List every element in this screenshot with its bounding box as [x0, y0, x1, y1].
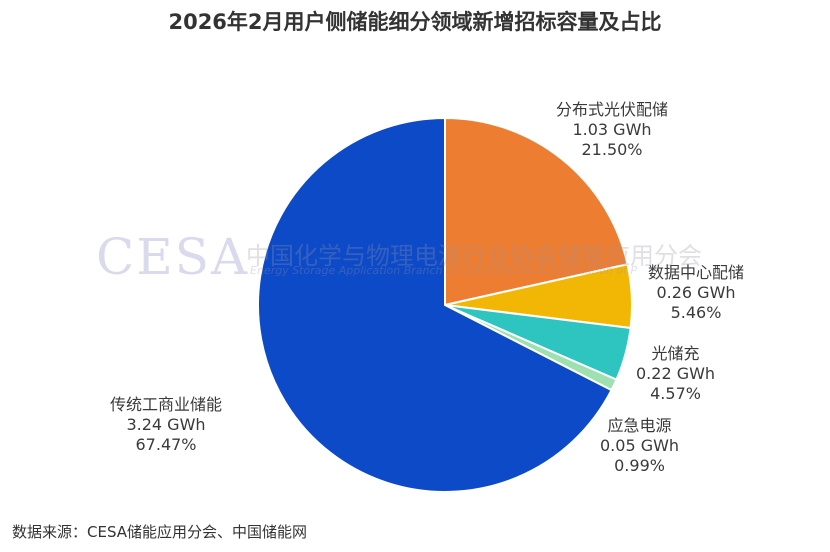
label-slice-2: 数据中心配储 0.26 GWh 5.46% [648, 263, 744, 323]
label-value: 0.22 GWh [636, 364, 716, 383]
data-source: 数据来源：CESA储能应用分会、中国储能网 [12, 523, 308, 541]
label-percent: 67.47% [135, 435, 197, 454]
label-name: 应急电源 [607, 416, 672, 435]
label-slice-1: 分布式光伏配储 1.03 GWh 21.50% [556, 100, 668, 160]
pie-slice-5 [256, 116, 613, 493]
label-percent: 4.57% [650, 384, 701, 403]
label-value: 1.03 GWh [572, 120, 652, 139]
label-value: 0.26 GWh [656, 283, 736, 302]
label-name: 光储充 [651, 344, 700, 363]
watermark-logo: CESA [96, 228, 250, 286]
label-name: 传统工商业储能 [110, 395, 223, 414]
label-slice-3: 光储充 0.22 GWh 4.57% [636, 344, 715, 404]
watermark-text-cn: 中国化学与物理电源行业协会储能应用分会 [246, 242, 702, 270]
label-percent: 0.99% [614, 456, 665, 475]
label-slice-5: 传统工商业储能 3.24 GWh 67.47% [110, 395, 222, 455]
label-percent: 5.46% [670, 303, 722, 322]
label-value: 0.05 GWh [600, 436, 680, 455]
chart-title: 2026年2月用户侧储能细分领域新增招标容量及占比 [168, 10, 662, 34]
label-name: 分布式光伏配储 [556, 100, 669, 119]
label-slice-4: 应急电源 0.05 GWh 0.99% [600, 416, 679, 476]
label-percent: 21.50% [581, 140, 643, 159]
watermark-text-en: Energy Storage Application Branch of Chi… [250, 264, 637, 277]
label-name: 数据中心配储 [648, 263, 745, 282]
label-value: 3.24 GWh [126, 415, 206, 434]
pie-slice-1 [444, 116, 629, 307]
